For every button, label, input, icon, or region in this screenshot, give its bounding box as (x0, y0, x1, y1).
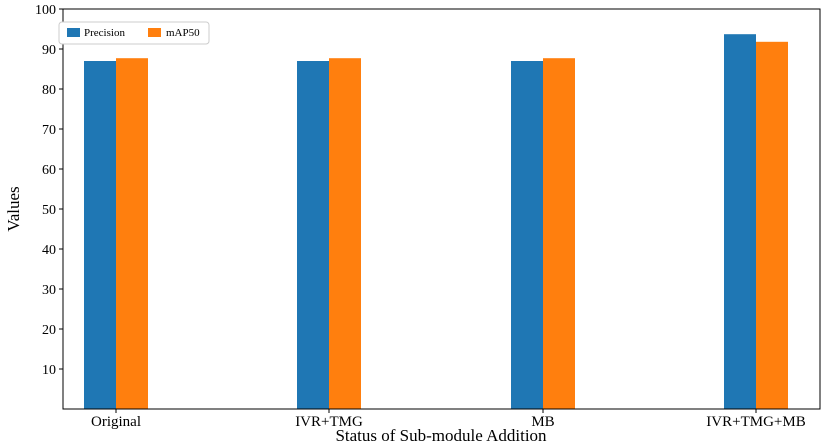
bar-precision-ivr-tmg-mb (724, 34, 756, 409)
legend-swatch-precision (67, 28, 80, 37)
x-axis-label: Status of Sub-module Addition (335, 426, 547, 445)
x-tick-label-ivr-tmg-mb: IVR+TMG+MB (706, 414, 805, 430)
y-tick-label-40: 40 (42, 243, 56, 258)
bars-group (84, 34, 788, 410)
legend: Precision mAP50 (58, 21, 210, 45)
bar-precision-ivr-tmg (297, 61, 329, 409)
x-tick-label-original: Original (91, 414, 141, 430)
y-tick-label-30: 30 (42, 283, 56, 298)
y-axis-ticks: 10 20 30 40 50 60 70 80 90 100 (35, 3, 63, 378)
legend-label-map50: mAP50 (166, 27, 200, 39)
x-tick-label-ivr-tmg: IVR+TMG (295, 414, 363, 430)
bar-map50-ivr-tmg-mb (756, 41, 788, 410)
y-axis-label: Values (4, 186, 23, 231)
x-tick-label-mb: MB (531, 414, 554, 430)
bar-map50-ivr-tmg (329, 58, 361, 409)
legend-swatch-map50 (148, 28, 161, 37)
plot-frame (62, 8, 821, 410)
bar-map50-mb (543, 58, 575, 409)
y-tick-label-50: 50 (42, 203, 56, 218)
legend-label-precision: Precision (84, 27, 125, 39)
y-tick-label-90: 90 (42, 43, 56, 58)
y-tick-label-60: 60 (42, 163, 56, 178)
y-tick-label-10: 10 (42, 363, 56, 378)
legend-frame (58, 21, 210, 45)
y-tick-label-70: 70 (42, 123, 56, 138)
bar-precision-mb (511, 61, 543, 409)
y-tick-label-100: 100 (35, 3, 56, 18)
y-tick-label-20: 20 (42, 323, 56, 338)
bar-precision-original (84, 61, 116, 409)
x-axis-ticks: Original IVR+TMG MB IVR+TMG+MB (91, 409, 806, 430)
bar-map50-original (116, 58, 148, 409)
y-tick-label-80: 80 (42, 83, 56, 98)
